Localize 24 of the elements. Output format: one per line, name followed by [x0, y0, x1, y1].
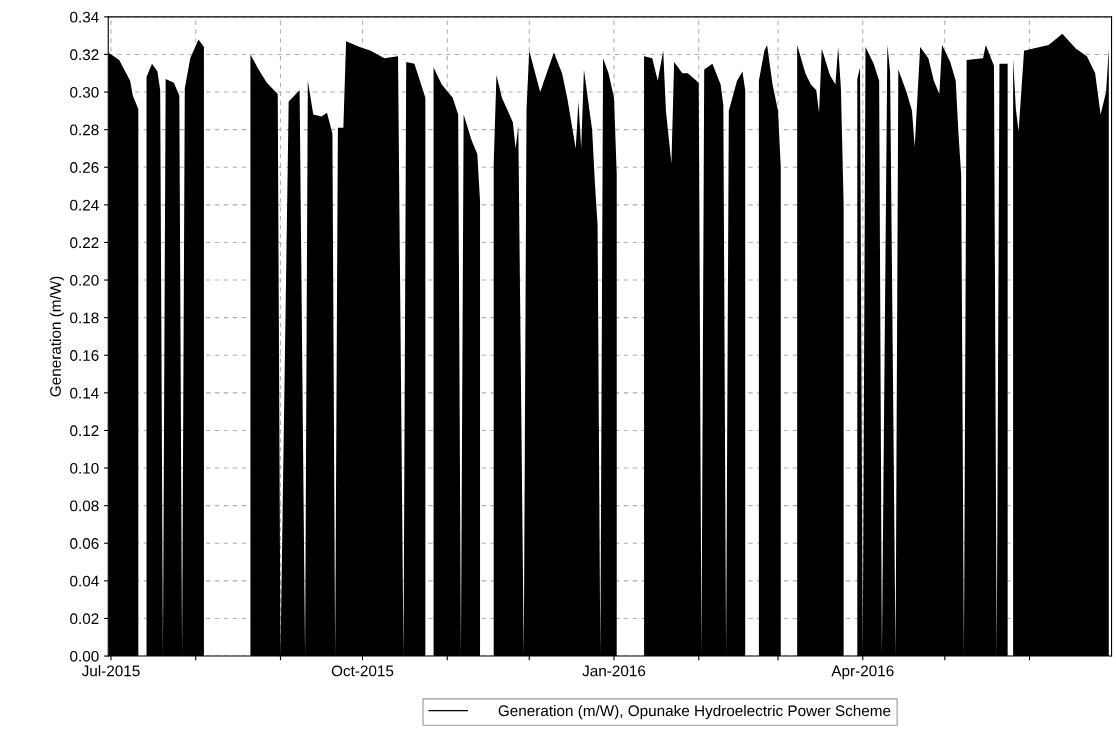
- y-tick-label: 0.30: [70, 86, 99, 98]
- y-tick-label: 0.10: [70, 462, 99, 474]
- x-tick-label: Oct-2015: [331, 665, 394, 677]
- y-tick-label: 0.32: [70, 49, 99, 61]
- x-tick-label: Jan-2016: [582, 665, 646, 677]
- y-tick-label: 0.34: [70, 11, 99, 23]
- y-tick-label: 0.20: [70, 274, 99, 286]
- y-tick-label: 0.24: [70, 199, 99, 211]
- y-tick-label: 0.08: [70, 500, 99, 512]
- y-tick-label: 0.28: [70, 124, 99, 136]
- y-tick-label: 0.02: [70, 613, 99, 625]
- y-tick-label: 0.00: [70, 650, 99, 662]
- y-tick-label: 0.04: [70, 575, 99, 587]
- y-tick-label: 0.06: [70, 538, 99, 549]
- y-tick-label: 0.18: [70, 312, 99, 324]
- y-tick-label: 0.26: [70, 162, 99, 173]
- legend-label: Generation (m/W), Opunake Hydroelectric Power Scheme: [498, 704, 891, 720]
- y-tick-label: 0.22: [70, 237, 99, 249]
- x-tick-label: Apr-2016: [831, 665, 894, 680]
- y-tick-label: 0.14: [70, 387, 99, 399]
- y-tick-label: 0.16: [70, 350, 99, 361]
- y-axis-title: Generation (m/W): [49, 276, 64, 397]
- y-tick-label: 0.12: [70, 425, 99, 437]
- x-tick-label: Jul-2015: [81, 665, 140, 677]
